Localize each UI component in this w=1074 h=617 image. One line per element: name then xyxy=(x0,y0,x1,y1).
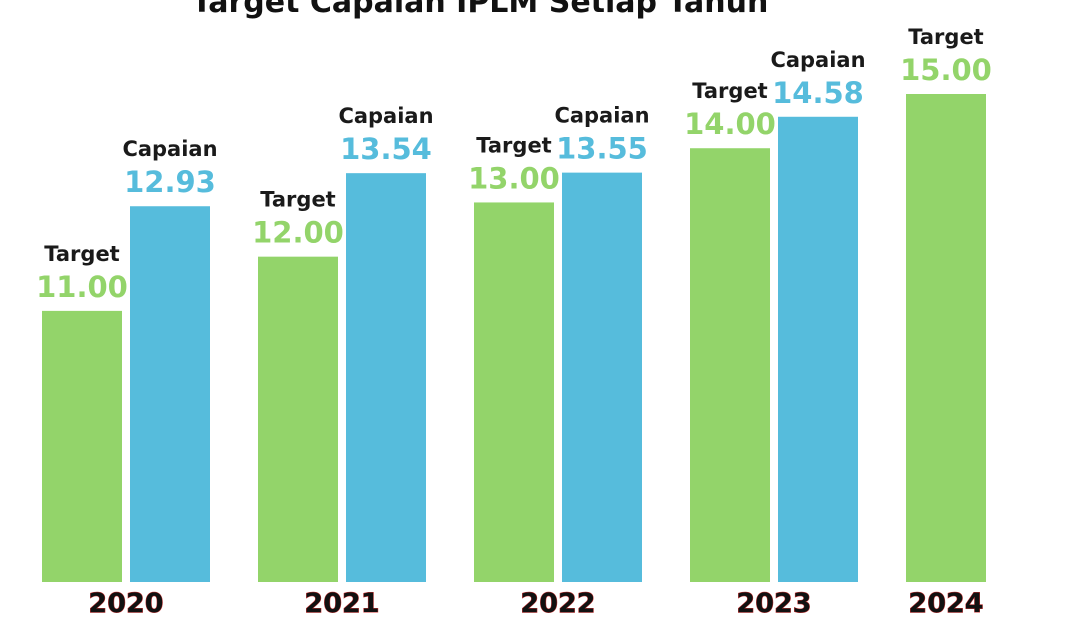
bar xyxy=(346,173,426,583)
x-tick-label: 2020 xyxy=(88,588,163,617)
series-label: Target xyxy=(692,79,767,103)
bar xyxy=(562,172,642,582)
series-label: Capaian xyxy=(338,104,433,128)
value-label: 13.00 xyxy=(468,161,560,195)
series-label: Target xyxy=(476,133,551,157)
bar xyxy=(906,94,986,582)
bar xyxy=(474,202,554,582)
value-label: 13.54 xyxy=(340,132,432,166)
value-label: 15.00 xyxy=(900,53,992,87)
value-label: 12.93 xyxy=(124,165,216,199)
x-tick-label: 2021 xyxy=(304,588,379,617)
bar xyxy=(130,206,210,583)
value-label: 13.55 xyxy=(556,132,648,166)
x-tick-label: 2023 xyxy=(736,588,811,617)
value-label: 11.00 xyxy=(36,270,128,304)
bar xyxy=(778,116,858,583)
bar xyxy=(690,148,770,582)
series-label: Target xyxy=(908,25,983,49)
x-tick-label: 2022 xyxy=(520,588,595,617)
value-label: 14.00 xyxy=(684,107,776,141)
value-label: 14.58 xyxy=(772,76,864,110)
series-label: Capaian xyxy=(122,137,217,161)
series-label: Target xyxy=(260,188,335,212)
bar xyxy=(42,310,122,582)
chart-title: Target Capaian IPLM Setiap Tahun xyxy=(192,0,769,20)
series-label: Capaian xyxy=(770,48,865,72)
value-label: 12.00 xyxy=(252,216,344,250)
x-tick-label: 2024 xyxy=(908,588,983,617)
bar xyxy=(258,256,338,582)
series-label: Target xyxy=(44,242,119,266)
series-label: Capaian xyxy=(554,104,649,128)
